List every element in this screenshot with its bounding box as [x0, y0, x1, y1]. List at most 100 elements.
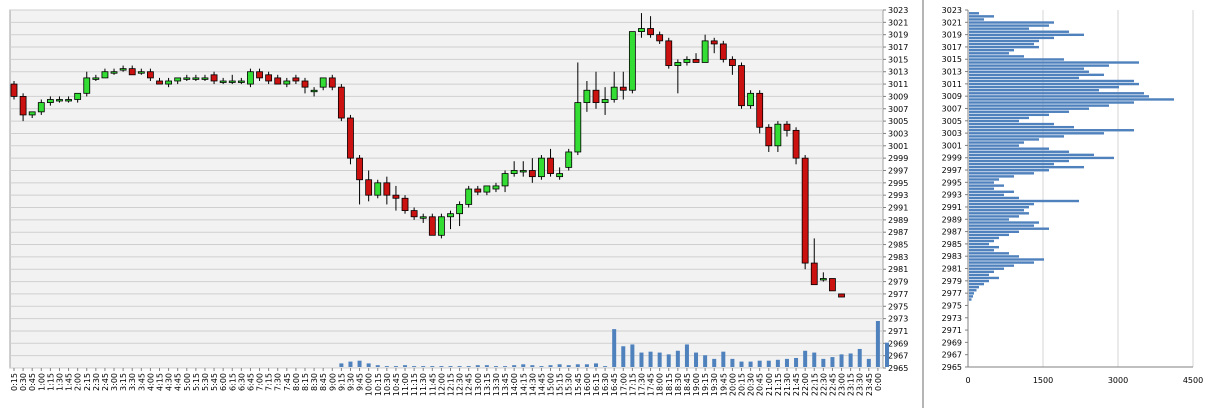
profile-bar — [969, 205, 1029, 209]
profile-bar — [969, 58, 1064, 61]
candle-body — [547, 157, 554, 174]
candle-body — [592, 89, 600, 103]
x-tick-label: 3:15 — [119, 373, 128, 391]
profile-bar — [969, 79, 1134, 83]
candle-body — [119, 68, 127, 71]
x-tick-label: 4:30 — [165, 373, 174, 391]
profile-bar — [969, 132, 1104, 135]
x-tick-label: 9:45 — [356, 373, 365, 391]
profile-bar — [969, 165, 1084, 169]
profile-y-tick-label: 3015 — [942, 55, 962, 64]
x-tick-label: 7:45 — [283, 373, 292, 391]
volume-bar — [393, 366, 398, 367]
x-tick-label: 22:30 — [819, 373, 828, 396]
y-tick-label: 3015 — [888, 55, 908, 64]
candle-body — [583, 89, 591, 103]
volume-bar — [584, 364, 589, 367]
profile-y-tick-label: 2975 — [942, 301, 962, 310]
y-tick-label: 2977 — [888, 290, 908, 299]
volume-bar — [657, 352, 662, 367]
volume-bar — [848, 353, 853, 367]
volume-bar — [784, 358, 789, 367]
profile-bar — [969, 224, 1034, 227]
x-tick-label: 15:15 — [556, 373, 565, 396]
x-tick-label: 13:30 — [492, 373, 501, 396]
volume-bar — [603, 366, 608, 367]
x-tick-label: 11:45 — [428, 373, 437, 396]
candle-body — [256, 71, 263, 79]
candle-body — [628, 31, 636, 91]
candle-body — [574, 102, 582, 153]
volume-bar — [830, 357, 835, 367]
profile-bar — [969, 82, 1139, 86]
candle-body — [392, 194, 400, 199]
profile-y-tick-label: 2997 — [942, 166, 962, 175]
profile-bar — [969, 104, 1109, 107]
x-tick-label: 19:00 — [692, 373, 701, 396]
volume-bar — [839, 354, 844, 367]
x-tick-label: 22:00 — [801, 373, 810, 396]
candle-body — [192, 77, 200, 80]
profile-bar — [969, 221, 1039, 224]
x-tick-label: 12:45 — [465, 373, 474, 396]
profile-bar — [969, 116, 1029, 120]
volume-bar — [712, 358, 717, 367]
candle-body — [510, 170, 518, 174]
x-tick-label: 11:15 — [410, 373, 419, 396]
profile-x-tick-label: 0 — [965, 376, 970, 385]
profile-bar — [969, 202, 1034, 206]
profile-bar — [969, 276, 999, 280]
volume-bar — [484, 365, 489, 367]
profile-bar — [969, 199, 1079, 203]
x-tick-label: 23:30 — [856, 373, 865, 396]
volume-bar — [548, 365, 553, 367]
profile-bar — [969, 36, 1054, 40]
volume-bar — [412, 366, 417, 367]
y-tick-label: 2999 — [888, 154, 908, 163]
x-tick-label: 21:15 — [774, 373, 783, 396]
y-tick-label: 3021 — [888, 18, 908, 27]
x-tick-label: 17:30 — [637, 373, 646, 396]
y-tick-label: 2993 — [888, 191, 908, 200]
x-tick-label: 9:15 — [337, 373, 346, 391]
profile-bar — [969, 129, 1134, 132]
y-tick-label: 2995 — [888, 179, 908, 188]
volume-bar — [348, 361, 353, 367]
y-tick-label: 3019 — [888, 31, 908, 40]
candle-body — [665, 40, 673, 66]
profile-x-tick-label: 3000 — [1108, 376, 1128, 385]
volume-bar — [475, 365, 480, 367]
profile-bar — [969, 144, 1019, 147]
y-tick-label: 2987 — [888, 228, 908, 237]
profile-bar — [969, 156, 1114, 160]
volume-bar — [530, 365, 535, 367]
profile-bar — [969, 119, 1019, 123]
x-tick-label: 15:45 — [574, 373, 583, 396]
x-tick-label: 12:30 — [456, 373, 465, 396]
candle-body — [92, 77, 100, 80]
volume-bar — [766, 360, 771, 367]
profile-bar — [969, 122, 1054, 126]
y-tick-label: 2975 — [888, 302, 908, 311]
candle-body — [428, 216, 436, 236]
candle-body — [174, 77, 182, 82]
candle-body — [465, 188, 473, 205]
x-tick-label: 7:30 — [274, 373, 283, 391]
x-tick-label: 3:30 — [128, 373, 137, 391]
x-tick-label: 0:30 — [19, 373, 28, 391]
profile-bar — [969, 39, 1039, 43]
profile-bar — [969, 107, 1089, 110]
candle-body — [456, 204, 463, 215]
candle-body — [110, 71, 118, 74]
candle-body — [383, 182, 391, 196]
x-tick-label: 6:30 — [237, 373, 246, 391]
x-tick-label: 17:00 — [619, 373, 628, 396]
volume-bar — [457, 366, 462, 367]
profile-bar — [969, 125, 1074, 129]
x-tick-label: 11:30 — [419, 373, 428, 396]
volume-bar — [557, 364, 562, 367]
profile-y-tick-label: 2979 — [942, 277, 962, 286]
profile-bar — [969, 12, 979, 15]
volume-bar — [512, 365, 517, 367]
